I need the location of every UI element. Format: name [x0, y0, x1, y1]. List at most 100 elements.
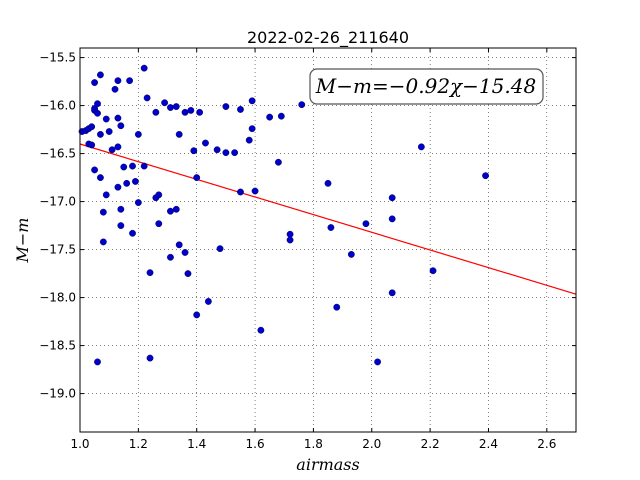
- data-point: [97, 174, 104, 182]
- data-point: [248, 97, 256, 105]
- y-tick-label: −18.5: [39, 339, 76, 353]
- data-point: [117, 222, 125, 230]
- data-point: [175, 130, 183, 138]
- x-tick-label: 2.0: [362, 437, 381, 451]
- data-point: [204, 298, 212, 305]
- x-tick-label: 2.4: [479, 437, 498, 451]
- data-point: [140, 162, 148, 170]
- data-point: [111, 85, 119, 93]
- data-point: [143, 94, 151, 102]
- data-point: [114, 143, 122, 151]
- x-tick-label: 1.2: [129, 437, 148, 451]
- data-point: [94, 109, 101, 117]
- data-point: [231, 149, 239, 157]
- fit-line-group: [79, 143, 577, 295]
- data-point: [333, 303, 341, 311]
- data-point: [88, 123, 96, 131]
- data-point: [99, 238, 107, 246]
- y-tick-label: −17.5: [39, 243, 76, 257]
- data-point: [129, 229, 136, 237]
- data-point: [102, 191, 110, 199]
- data-point: [347, 250, 355, 258]
- data-point: [482, 172, 489, 180]
- data-point: [388, 289, 396, 297]
- data-point: [298, 101, 306, 109]
- data-points: [78, 64, 489, 366]
- data-point: [167, 104, 174, 111]
- data-point: [134, 199, 142, 206]
- data-point: [88, 141, 96, 149]
- data-point: [167, 207, 174, 215]
- data-point: [274, 158, 282, 166]
- data-point: [155, 220, 163, 228]
- data-point: [91, 166, 98, 174]
- data-point: [94, 100, 101, 108]
- data-point: [286, 230, 294, 238]
- data-point: [91, 79, 98, 86]
- axis-ticks: 1.0 1.2 1.4 1.6 1.8 2.0 2.2 2.4 2.6 −15.5 −16.0 −16…: [39, 48, 576, 451]
- data-point: [193, 311, 201, 319]
- data-point: [429, 267, 437, 275]
- data-point: [181, 249, 189, 256]
- x-tick-label: 2.6: [537, 437, 556, 451]
- data-point: [222, 103, 230, 110]
- data-point: [114, 77, 122, 85]
- data-point: [181, 108, 189, 116]
- data-point: [417, 143, 425, 151]
- data-point: [105, 128, 113, 135]
- data-point: [140, 64, 148, 72]
- x-axis-label: airmass: [296, 455, 359, 474]
- data-point: [286, 236, 294, 244]
- data-point: [237, 188, 244, 196]
- data-point: [248, 125, 256, 133]
- data-point: [245, 136, 253, 144]
- data-point: [216, 245, 224, 253]
- data-point: [266, 113, 274, 121]
- data-point: [237, 106, 244, 113]
- data-point: [126, 77, 134, 85]
- data-point: [114, 114, 122, 122]
- data-point: [167, 253, 174, 261]
- data-point: [117, 205, 125, 213]
- data-point: [277, 112, 285, 120]
- data-point: [388, 215, 396, 223]
- data-point: [374, 358, 381, 366]
- y-tick-label: −17.0: [39, 195, 76, 209]
- data-point: [114, 183, 122, 191]
- data-point: [172, 103, 180, 110]
- data-point: [123, 179, 131, 187]
- x-tick-label: 2.2: [421, 437, 440, 451]
- data-point: [146, 269, 154, 277]
- data-point: [196, 108, 204, 116]
- data-point: [120, 163, 128, 171]
- data-point: [129, 162, 136, 170]
- data-point: [388, 194, 396, 202]
- fit-line: [79, 143, 577, 295]
- data-point: [362, 220, 370, 228]
- data-point: [202, 139, 209, 147]
- y-tick-label: −16.0: [39, 99, 76, 113]
- data-point: [190, 147, 198, 155]
- data-point: [184, 270, 192, 277]
- y-axis-label: M−m: [13, 218, 32, 264]
- data-point: [222, 149, 230, 157]
- plot-frame: [79, 47, 577, 433]
- fit-equation-box: M−m=−0.92χ−15.48: [309, 68, 544, 105]
- data-point: [152, 108, 160, 116]
- fit-equation-label: M−m=−0.92χ−15.48: [315, 74, 536, 98]
- x-tick-label: 1.8: [304, 437, 323, 451]
- data-point: [97, 130, 104, 138]
- data-point: [146, 354, 154, 362]
- data-point: [324, 179, 332, 187]
- y-tick-label: −19.0: [39, 387, 76, 401]
- plot-background: [80, 48, 576, 432]
- data-point: [257, 326, 265, 334]
- y-tick-label: −18.0: [39, 291, 76, 305]
- data-point: [108, 146, 116, 154]
- y-tick-label: −16.5: [39, 147, 76, 161]
- x-tick-label: 1.4: [187, 437, 206, 451]
- data-point: [132, 178, 139, 185]
- data-point: [102, 115, 110, 123]
- data-point: [97, 71, 104, 79]
